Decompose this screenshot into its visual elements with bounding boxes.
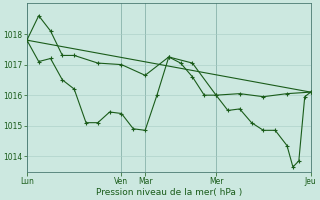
- X-axis label: Pression niveau de la mer( hPa ): Pression niveau de la mer( hPa ): [96, 188, 242, 197]
